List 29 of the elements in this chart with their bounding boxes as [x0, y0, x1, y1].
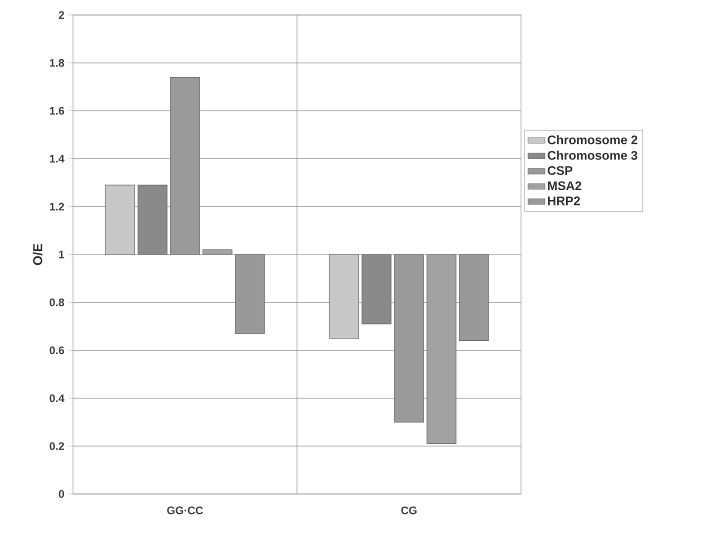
legend-label: HRP2 — [548, 196, 580, 206]
bar — [426, 254, 456, 444]
legend-label: MSA2 — [548, 181, 582, 190]
y-tick-label: 1.2 — [50, 202, 64, 210]
bar — [138, 184, 168, 255]
y-tick-label: 1.8 — [50, 59, 64, 67]
y-tick-label: 1.4 — [50, 154, 64, 162]
x-tick-label: CG — [401, 506, 417, 514]
bar — [459, 254, 489, 342]
bar — [394, 254, 424, 422]
y-tick-label: 1.6 — [50, 106, 64, 115]
legend-label: Chromosome 3 — [548, 150, 638, 160]
bar — [105, 184, 135, 255]
y-tick-label: 2 — [58, 11, 64, 19]
bar — [235, 254, 265, 334]
y-tick-label: 0.4 — [50, 394, 64, 402]
y-tick-label: 0.8 — [50, 298, 64, 306]
y-tick-label: 0.6 — [50, 346, 64, 354]
y-tick-label: 1 — [59, 250, 64, 258]
bar — [202, 249, 232, 255]
legend-label: Chromosome 2 — [548, 135, 638, 144]
legend-label: CSP — [548, 166, 572, 175]
y-axis-title: O/E — [32, 244, 42, 266]
x-tick-label: GG·CC — [167, 506, 203, 514]
y-tick-label: 0.2 — [50, 442, 64, 450]
bar — [362, 254, 392, 324]
bar — [170, 76, 200, 255]
bar — [329, 254, 359, 339]
y-tick-label: 0 — [58, 490, 64, 498]
